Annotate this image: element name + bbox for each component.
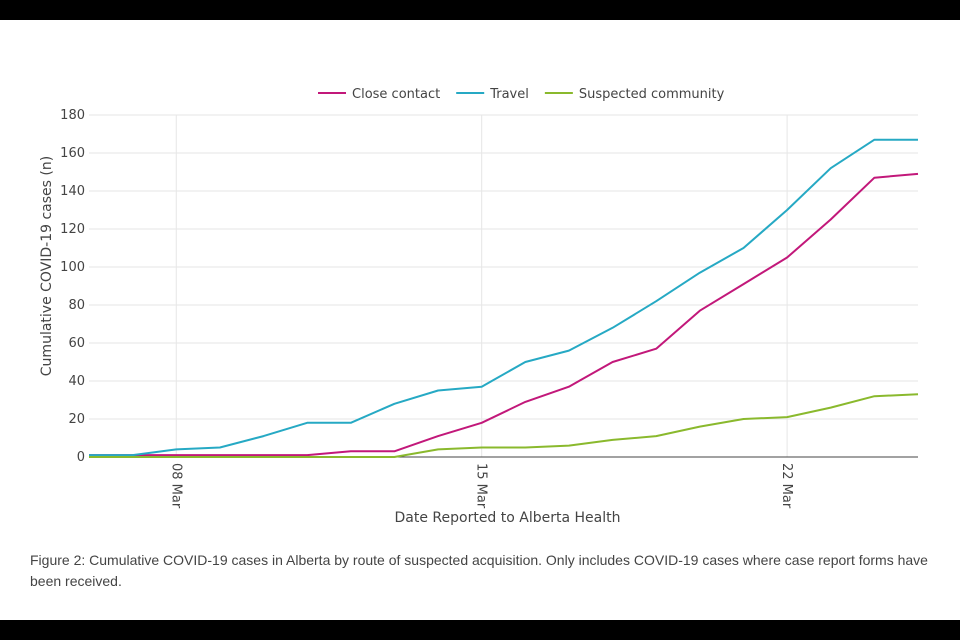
y-tick-label: 140 — [60, 184, 85, 199]
y-tick-label: 180 — [60, 108, 85, 123]
legend: Close contact Travel Suspected community — [318, 87, 725, 102]
grid-lines — [89, 114, 918, 457]
y-tick-label: 100 — [60, 260, 85, 275]
x-axis-title: Date Reported to Alberta Health — [395, 510, 621, 526]
line-chart: 08 Mar 15 Mar 22 Mar 0 20 40 60 80 100 120 140 160… — [39, 87, 919, 526]
series-line-travel — [89, 138, 918, 457]
y-tick-label: 0 — [77, 450, 85, 465]
y-tick-label: 80 — [68, 298, 85, 313]
x-tick-label: 15 Mar — [474, 463, 489, 509]
legend-label: Suspected community — [579, 87, 725, 102]
figure-caption: Figure 2: Cumulative COVID-19 cases in A… — [30, 552, 928, 589]
series-line-suspected-community — [89, 393, 919, 458]
y-axis: 0 20 40 60 80 100 120 140 160 180 — [60, 108, 85, 465]
series-line-close-contact — [89, 172, 919, 457]
legend-label: Travel — [489, 87, 529, 102]
x-tick-label: 08 Mar — [168, 463, 183, 509]
y-tick-label: 160 — [60, 146, 85, 161]
x-tick-label: 22 Mar — [779, 463, 794, 509]
series-lines — [89, 138, 919, 458]
y-axis-title: Cumulative COVID-19 cases (n) — [39, 156, 55, 376]
x-axis: 08 Mar 15 Mar 22 Mar — [89, 456, 918, 509]
y-tick-label: 60 — [68, 336, 85, 351]
y-tick-label: 40 — [68, 374, 85, 389]
y-tick-label: 20 — [68, 412, 85, 427]
figure-panel: 08 Mar 15 Mar 22 Mar 0 20 40 60 80 100 120 140 160… — [0, 20, 960, 620]
legend-label: Close contact — [352, 87, 440, 102]
y-tick-label: 120 — [60, 222, 85, 237]
